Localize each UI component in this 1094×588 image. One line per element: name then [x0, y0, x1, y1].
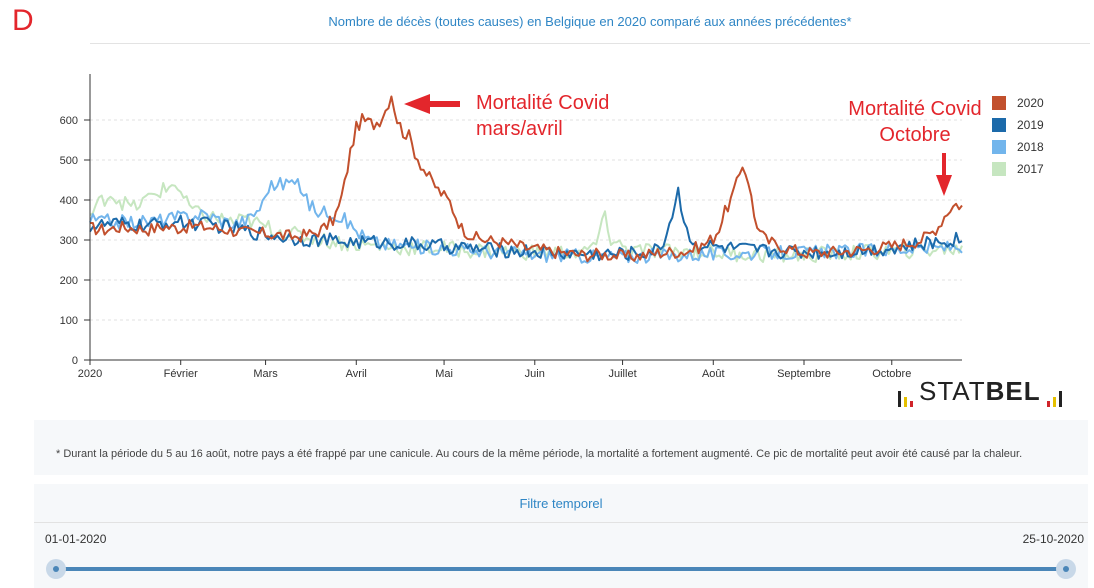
covid-annotation-october-line1: Mortalité Covid	[848, 98, 982, 120]
x-tick-label: Juin	[525, 368, 545, 380]
chart-title: Nombre de décès (toutes causes) en Belgi…	[328, 14, 852, 29]
title-divider	[90, 43, 1090, 44]
annotation-arrows	[404, 94, 952, 196]
time-filter-title: Filtre temporel	[519, 496, 603, 511]
arrow-spring-head	[404, 94, 430, 114]
date-range-slider-track[interactable]	[56, 567, 1066, 571]
logo-text-bel: BEL	[985, 376, 1041, 406]
chart-legend: 2020 2019 2018 2017	[992, 92, 1044, 180]
series-lines	[89, 95, 963, 264]
covid-annotation-spring-line1: Mortalité Covid	[476, 92, 610, 114]
range-end-label: 25-10-2020	[1022, 532, 1084, 546]
time-filter-panel: Filtre temporel 01-01-2020 25-10-2020	[34, 484, 1088, 588]
legend-label: 2018	[1017, 140, 1044, 154]
footnote-text: * Durant la période du 5 au 16 août, not…	[56, 448, 1023, 460]
legend-swatch	[992, 118, 1006, 132]
legend-item-2019[interactable]: 2019	[992, 114, 1044, 136]
range-end-handle[interactable]	[1056, 559, 1076, 579]
mortality-line-chart: 0 100 200 300 400 500 600 2020 Février Mars Avril M…	[60, 74, 963, 380]
logo-bars-right-icon	[1046, 377, 1062, 407]
x-tick-label: Mars	[253, 368, 278, 380]
covid-annotation-spring-line2: mars/avril	[476, 118, 563, 140]
legend-item-2017[interactable]: 2017	[992, 158, 1044, 180]
grid-lines	[90, 119, 962, 321]
covid-annotation-october-line2: Octobre	[879, 124, 951, 146]
panel-letter: D	[12, 4, 34, 37]
footnote-panel: * Durant la période du 5 au 16 août, not…	[34, 420, 1088, 475]
y-tick-label: 500	[60, 155, 78, 167]
y-tick-label: 200	[60, 275, 78, 287]
legend-label: 2017	[1017, 162, 1044, 176]
arrow-october-head	[936, 175, 952, 196]
x-tick-label: Octobre	[872, 368, 911, 380]
legend-swatch	[992, 162, 1006, 176]
series-line-2020	[90, 95, 963, 263]
legend-item-2020[interactable]: 2020	[992, 92, 1044, 114]
legend-label: 2020	[1017, 96, 1044, 110]
x-tick-label: Février	[164, 368, 199, 380]
time-filter-divider	[34, 522, 1088, 523]
legend-swatch	[992, 140, 1006, 154]
legend-label: 2019	[1017, 118, 1044, 132]
range-start-label: 01-01-2020	[45, 532, 107, 546]
covid-annotation-october: Mortalité Covid Octobre	[840, 96, 990, 148]
range-start-handle[interactable]	[46, 559, 66, 579]
axes: 0 100 200 300 400 500 600 2020 Février Mars Avril M…	[60, 74, 962, 380]
x-tick-label: 2020	[78, 368, 102, 380]
y-tick-label: 0	[72, 355, 78, 367]
y-tick-label: 100	[60, 315, 78, 327]
x-tick-label: Septembre	[777, 368, 831, 380]
y-tick-label: 600	[60, 115, 78, 127]
x-tick-label: Juillet	[609, 368, 637, 380]
y-tick-label: 300	[60, 235, 78, 247]
x-tick-label: Avril	[346, 368, 367, 380]
logo-text-stat: STAT	[919, 376, 986, 406]
covid-annotation-spring: Mortalité Covid mars/avril	[476, 90, 609, 142]
legend-item-2018[interactable]: 2018	[992, 136, 1044, 158]
legend-swatch	[992, 96, 1006, 110]
x-tick-label: Août	[702, 368, 725, 380]
x-tick-label: Mai	[435, 368, 453, 380]
statbel-logo: STATBEL	[898, 376, 1062, 407]
logo-bars-left-icon	[898, 377, 913, 407]
y-tick-label: 400	[60, 195, 78, 207]
